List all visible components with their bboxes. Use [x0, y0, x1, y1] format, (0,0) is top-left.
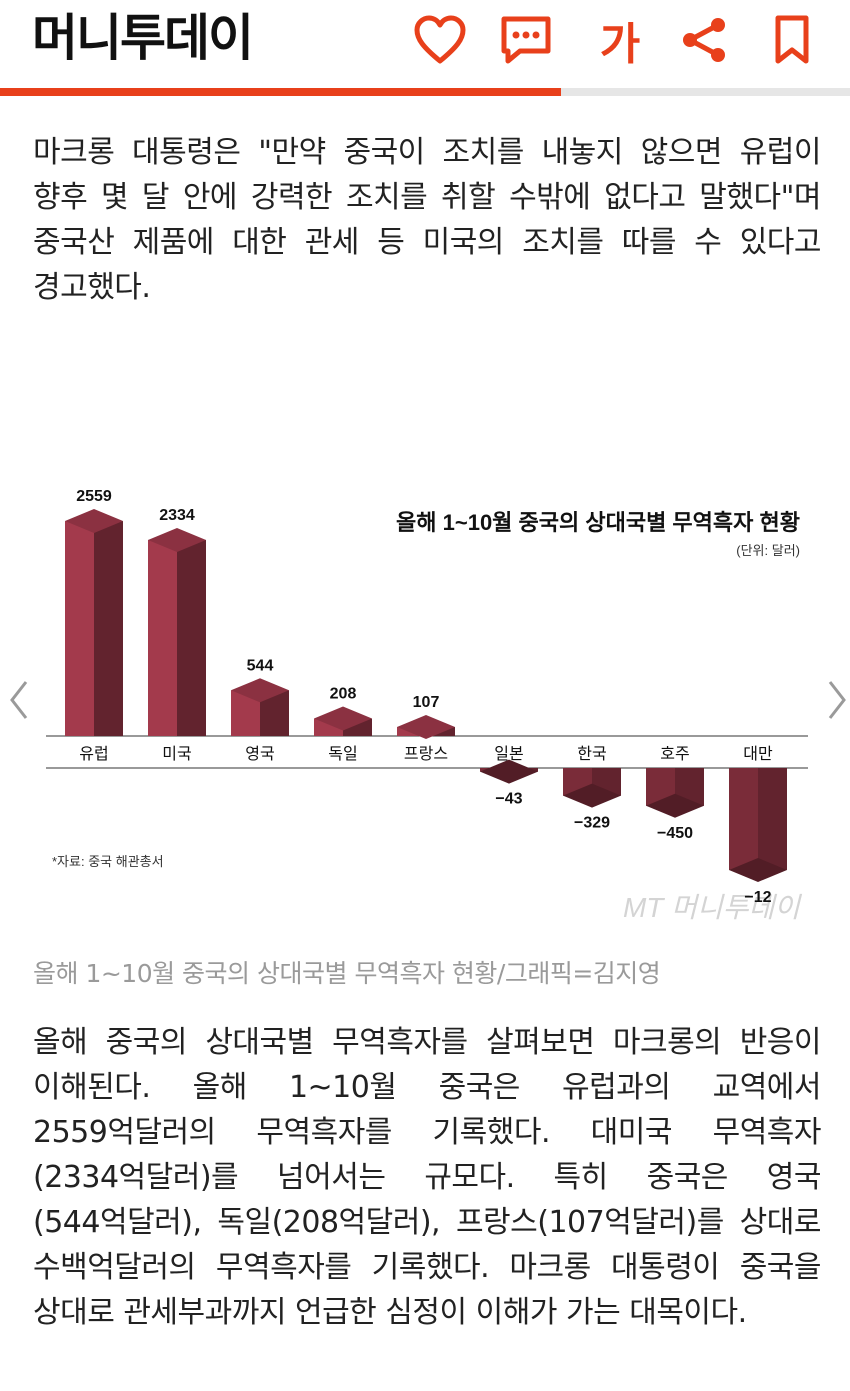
chart-bar — [480, 759, 538, 784]
bar-value-label: 107 — [413, 694, 440, 711]
chart-watermark: MT 머니투데이 — [623, 892, 802, 923]
chart-bar — [148, 527, 206, 736]
trade-surplus-chart[interactable]: 올해 1~10월 중국의 상대국별 무역흑자 현황 (단위: 달러) *자료: … — [0, 430, 850, 930]
font-size-button[interactable]: 가 — [590, 10, 650, 70]
chart-bar — [314, 706, 372, 736]
bar-top — [148, 527, 206, 552]
comment-icon — [501, 16, 551, 64]
reading-progress-fill — [0, 88, 561, 96]
reading-progress-bar — [0, 88, 850, 96]
bar-value-label: 544 — [247, 657, 274, 674]
bar-top — [397, 715, 455, 740]
bar-value-label: −12 — [744, 889, 771, 906]
category-label: 영국 — [245, 745, 274, 763]
font-size-icon: 가 — [599, 19, 641, 70]
category-label: 호주 — [660, 746, 689, 763]
category-label: 독일 — [328, 745, 357, 763]
article-paragraph-1: 마크롱 대통령은 "만약 중국이 조치를 내놓지 않으면 유럽이 향후 몇 달 … — [33, 135, 822, 305]
bar-side — [94, 521, 123, 736]
chart-bar — [729, 768, 787, 882]
bar-front — [729, 768, 758, 870]
bar-top — [65, 509, 123, 534]
bar-bottom — [480, 759, 538, 784]
prev-image-arrow[interactable] — [4, 676, 34, 724]
bookmark-icon — [775, 15, 809, 64]
chart-caption: 올해 1~10월 중국의 상대국별 무역흑자 현황/그래픽=김지영 — [33, 959, 661, 988]
category-label: 한국 — [577, 745, 606, 763]
comment-button[interactable] — [496, 10, 556, 70]
bar-value-label: −450 — [657, 825, 693, 842]
chart-bar — [397, 715, 455, 740]
chart-bar — [231, 678, 289, 736]
app-header: 머니투데이 가 — [0, 0, 850, 88]
category-label: 유럽 — [79, 745, 108, 763]
chart-bar — [646, 768, 704, 818]
chart-bar — [563, 768, 621, 808]
chart-unit: (단위: 달러) — [736, 543, 800, 558]
bar-front — [65, 521, 94, 736]
chart-canvas: 올해 1~10월 중국의 상대국별 무역흑자 현황 (단위: 달러) *자료: … — [46, 488, 808, 923]
bar-value-label: 2334 — [159, 507, 195, 524]
chart-bar — [65, 509, 123, 736]
bar-side — [758, 768, 787, 870]
bar-value-label: −329 — [574, 815, 610, 832]
chart-source: *자료: 중국 해관총서 — [52, 854, 164, 869]
category-label: 일본 — [494, 745, 523, 763]
bar-value-label: 2559 — [76, 488, 112, 505]
share-icon — [683, 18, 725, 62]
category-label: 미국 — [162, 745, 191, 763]
bar-front — [148, 539, 177, 736]
share-button[interactable] — [674, 10, 734, 70]
next-image-arrow[interactable] — [822, 676, 850, 724]
bar-bottom — [729, 857, 787, 882]
heart-icon — [414, 15, 466, 64]
bar-value-label: −43 — [495, 791, 522, 808]
chart-title: 올해 1~10월 중국의 상대국별 무역흑자 현황 — [396, 510, 800, 535]
article-paragraph-2: 올해 중국의 상대국별 무역흑자를 살펴보면 마크롱의 반응이 이해된다. 올해… — [33, 1025, 822, 1330]
like-button[interactable] — [410, 10, 470, 70]
bar-bottom — [646, 793, 704, 818]
bar-side — [177, 539, 206, 736]
bar-top — [231, 678, 289, 703]
bookmark-button[interactable] — [762, 10, 822, 70]
bar-value-label: 208 — [330, 686, 357, 703]
site-logo[interactable]: 머니투데이 — [32, 9, 254, 67]
bar-bottom — [563, 783, 621, 808]
bar-top — [314, 706, 372, 731]
category-label: 프랑스 — [404, 745, 448, 763]
category-label: 대만 — [743, 745, 773, 763]
